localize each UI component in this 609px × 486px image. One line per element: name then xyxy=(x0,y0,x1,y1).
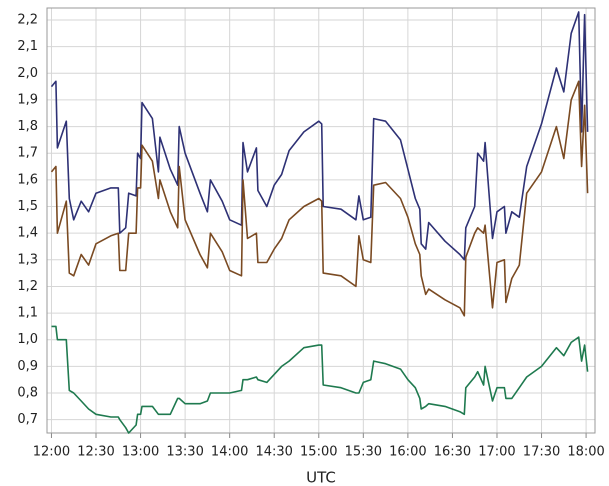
y-tick-label: 1,1 xyxy=(17,306,38,321)
y-tick-label: 1,7 xyxy=(17,146,38,161)
x-tick-label: 13:30 xyxy=(166,445,203,460)
series-line xyxy=(50,11,589,261)
x-tick-label: 17:00 xyxy=(478,445,515,460)
series-line xyxy=(51,325,589,434)
x-tick-label: 15:30 xyxy=(345,445,382,460)
y-tick-label: 2,2 xyxy=(17,12,38,27)
y-tick-label: 2,0 xyxy=(17,66,38,81)
x-tick-label: 14:30 xyxy=(255,445,292,460)
series-line xyxy=(50,80,589,317)
y-tick-label: 0,8 xyxy=(17,386,38,401)
y-tick-label: 0,7 xyxy=(17,412,38,427)
x-tick-label: 15:00 xyxy=(300,445,337,460)
x-tick-label: 18:00 xyxy=(567,445,604,460)
y-tick-label: 1,9 xyxy=(17,92,38,107)
x-axis-label: UTC xyxy=(306,469,336,486)
plot-border xyxy=(46,7,596,434)
x-tick-label: 16:30 xyxy=(434,445,471,460)
x-tick-label: 16:00 xyxy=(389,445,426,460)
y-tick-label: 1,4 xyxy=(17,226,38,241)
x-tick-label: 12:30 xyxy=(77,445,114,460)
y-tick-label: 1,0 xyxy=(17,332,38,347)
y-tick-label: 1,8 xyxy=(17,119,38,134)
y-tick-label: 2,1 xyxy=(17,39,38,54)
x-tick-label: 17:30 xyxy=(523,445,560,460)
y-tick-label: 1,5 xyxy=(17,199,38,214)
y-tick-label: 0,9 xyxy=(17,359,38,374)
x-tick-label: 13:00 xyxy=(122,445,159,460)
y-tick-label: 1,2 xyxy=(17,279,38,294)
x-tick-label: 12:00 xyxy=(33,445,70,460)
x-tick-label: 14:00 xyxy=(211,445,248,460)
y-tick-label: 1,6 xyxy=(17,172,38,187)
y-tick-label: 1,3 xyxy=(17,252,38,267)
